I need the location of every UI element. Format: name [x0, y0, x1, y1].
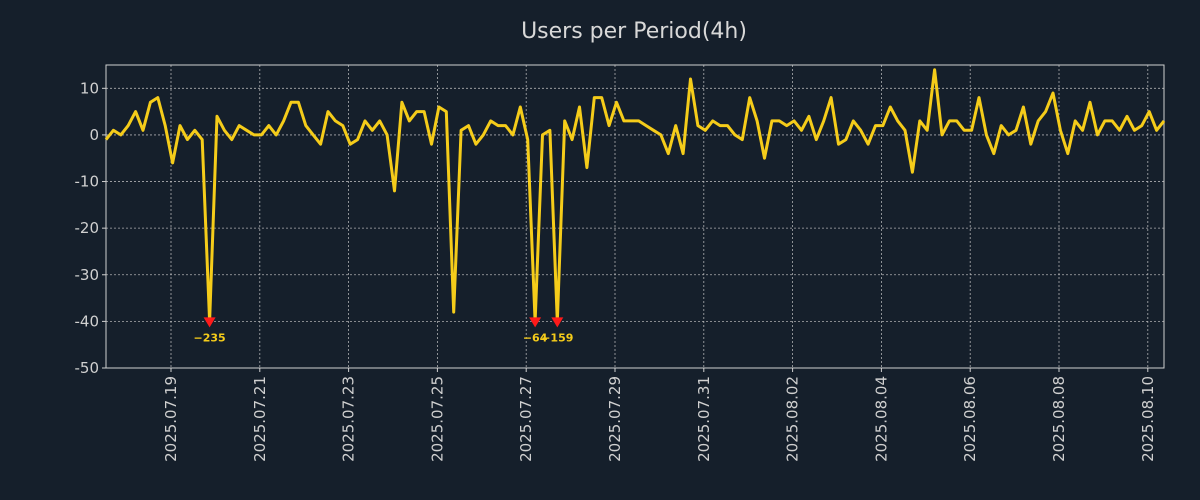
x-axis: 2025.07.19 2025.07.21 2025.07.23 2025.07.25… [162, 368, 1157, 462]
grid [106, 65, 1164, 369]
y-tick-label: 10 [80, 79, 99, 97]
y-tick-label: -30 [75, 266, 100, 284]
series-layer [104, 68, 1166, 323]
x-tick-label: 2025.07.25 [428, 376, 446, 462]
clip-marker [203, 317, 216, 328]
clip-value-label: −235 [193, 331, 225, 344]
x-tick-label: 2025.08.10 [1139, 376, 1157, 462]
series-line [104, 68, 1166, 323]
clip-marker [551, 317, 564, 328]
chart-title: Users per Period(4h) [521, 19, 747, 44]
y-axis: 10 0 -10 -20 -30 -40 -50 [75, 79, 106, 377]
y-tick-label: 0 [89, 126, 99, 144]
plot-frame [105, 64, 1165, 369]
x-tick-label: 2025.08.04 [872, 376, 890, 462]
clip-value-label: −64 [523, 331, 548, 344]
y-tick-label: -10 [75, 173, 100, 191]
y-tick-label: -40 [75, 312, 100, 330]
x-tick-label: 2025.07.21 [251, 376, 269, 462]
x-tick-label: 2025.07.19 [162, 376, 180, 462]
clip-value-label: −159 [541, 331, 573, 344]
y-tick-label: -20 [75, 219, 100, 237]
x-tick-label: 2025.08.06 [961, 376, 979, 462]
x-tick-label: 2025.07.31 [695, 376, 713, 462]
x-tick-label: 2025.07.29 [606, 376, 624, 462]
x-tick-label: 2025.08.08 [1050, 376, 1068, 462]
y-tick-label: -50 [75, 359, 100, 377]
x-tick-label: 2025.07.27 [517, 376, 535, 462]
x-tick-label: 2025.07.23 [340, 376, 358, 462]
annotations: −235 −64−159 [193, 317, 573, 344]
x-tick-label: 2025.08.02 [784, 376, 802, 462]
clip-marker [529, 317, 542, 328]
